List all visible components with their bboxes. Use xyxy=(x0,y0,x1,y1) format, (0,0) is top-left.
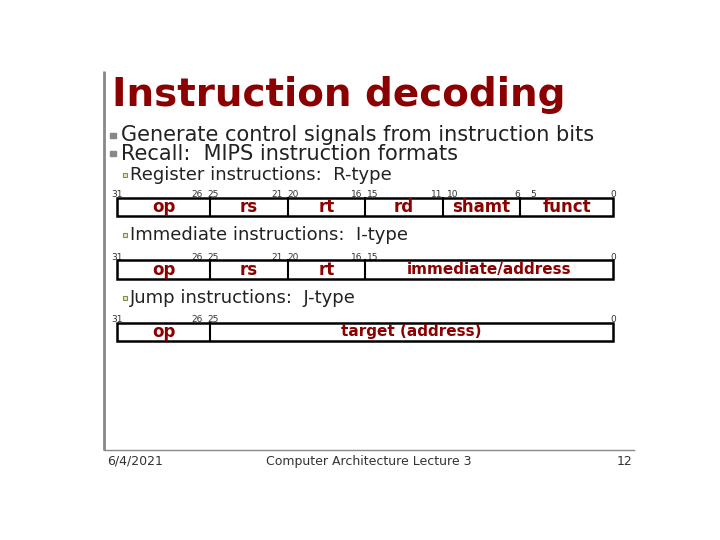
Text: 15: 15 xyxy=(367,253,379,262)
Text: 0: 0 xyxy=(611,315,616,324)
Text: 10: 10 xyxy=(447,190,459,199)
Text: 31: 31 xyxy=(112,253,123,262)
Text: 26: 26 xyxy=(192,315,203,324)
Text: Generate control signals from instruction bits: Generate control signals from instructio… xyxy=(121,125,594,145)
Text: 26: 26 xyxy=(192,253,203,262)
Text: 25: 25 xyxy=(207,253,219,262)
Text: immediate/address: immediate/address xyxy=(407,262,572,277)
Bar xyxy=(117,260,613,279)
Text: target (address): target (address) xyxy=(341,325,482,340)
Bar xyxy=(110,132,116,138)
Bar xyxy=(117,198,613,217)
Text: 20: 20 xyxy=(287,253,299,262)
Text: op: op xyxy=(152,198,175,216)
Bar xyxy=(122,296,127,300)
Text: 25: 25 xyxy=(207,315,219,324)
Text: rs: rs xyxy=(240,261,258,279)
Text: 16: 16 xyxy=(351,190,363,199)
Text: 12: 12 xyxy=(617,455,632,468)
Text: rd: rd xyxy=(394,198,414,216)
Text: 21: 21 xyxy=(271,190,283,199)
Text: op: op xyxy=(152,323,175,341)
Text: 0: 0 xyxy=(611,190,616,199)
Text: Register instructions:  R-type: Register instructions: R-type xyxy=(130,166,392,184)
Text: 5: 5 xyxy=(530,190,536,199)
Text: 16: 16 xyxy=(351,253,363,262)
Text: 0: 0 xyxy=(611,253,616,262)
Text: shamt: shamt xyxy=(452,198,510,216)
Text: 26: 26 xyxy=(192,190,203,199)
Text: 31: 31 xyxy=(112,315,123,324)
Bar xyxy=(122,233,127,237)
Bar xyxy=(110,151,116,157)
Text: Computer Architecture Lecture 3: Computer Architecture Lecture 3 xyxy=(266,455,472,468)
Bar xyxy=(122,173,127,177)
Text: Jump instructions:  J-type: Jump instructions: J-type xyxy=(130,289,356,307)
Text: 20: 20 xyxy=(287,190,299,199)
Text: 6/4/2021: 6/4/2021 xyxy=(107,455,163,468)
Text: funct: funct xyxy=(542,198,591,216)
Bar xyxy=(117,323,613,341)
Text: 25: 25 xyxy=(207,190,219,199)
Text: 31: 31 xyxy=(112,190,123,199)
Text: op: op xyxy=(152,261,175,279)
Text: Recall:  MIPS instruction formats: Recall: MIPS instruction formats xyxy=(121,144,458,164)
Text: 21: 21 xyxy=(271,253,283,262)
Text: Instruction decoding: Instruction decoding xyxy=(112,76,565,114)
Text: rt: rt xyxy=(318,261,335,279)
Text: 6: 6 xyxy=(514,190,520,199)
Text: 11: 11 xyxy=(431,190,443,199)
Text: 15: 15 xyxy=(367,190,379,199)
Text: rt: rt xyxy=(318,198,335,216)
Text: rs: rs xyxy=(240,198,258,216)
Text: Immediate instructions:  I-type: Immediate instructions: I-type xyxy=(130,226,408,244)
